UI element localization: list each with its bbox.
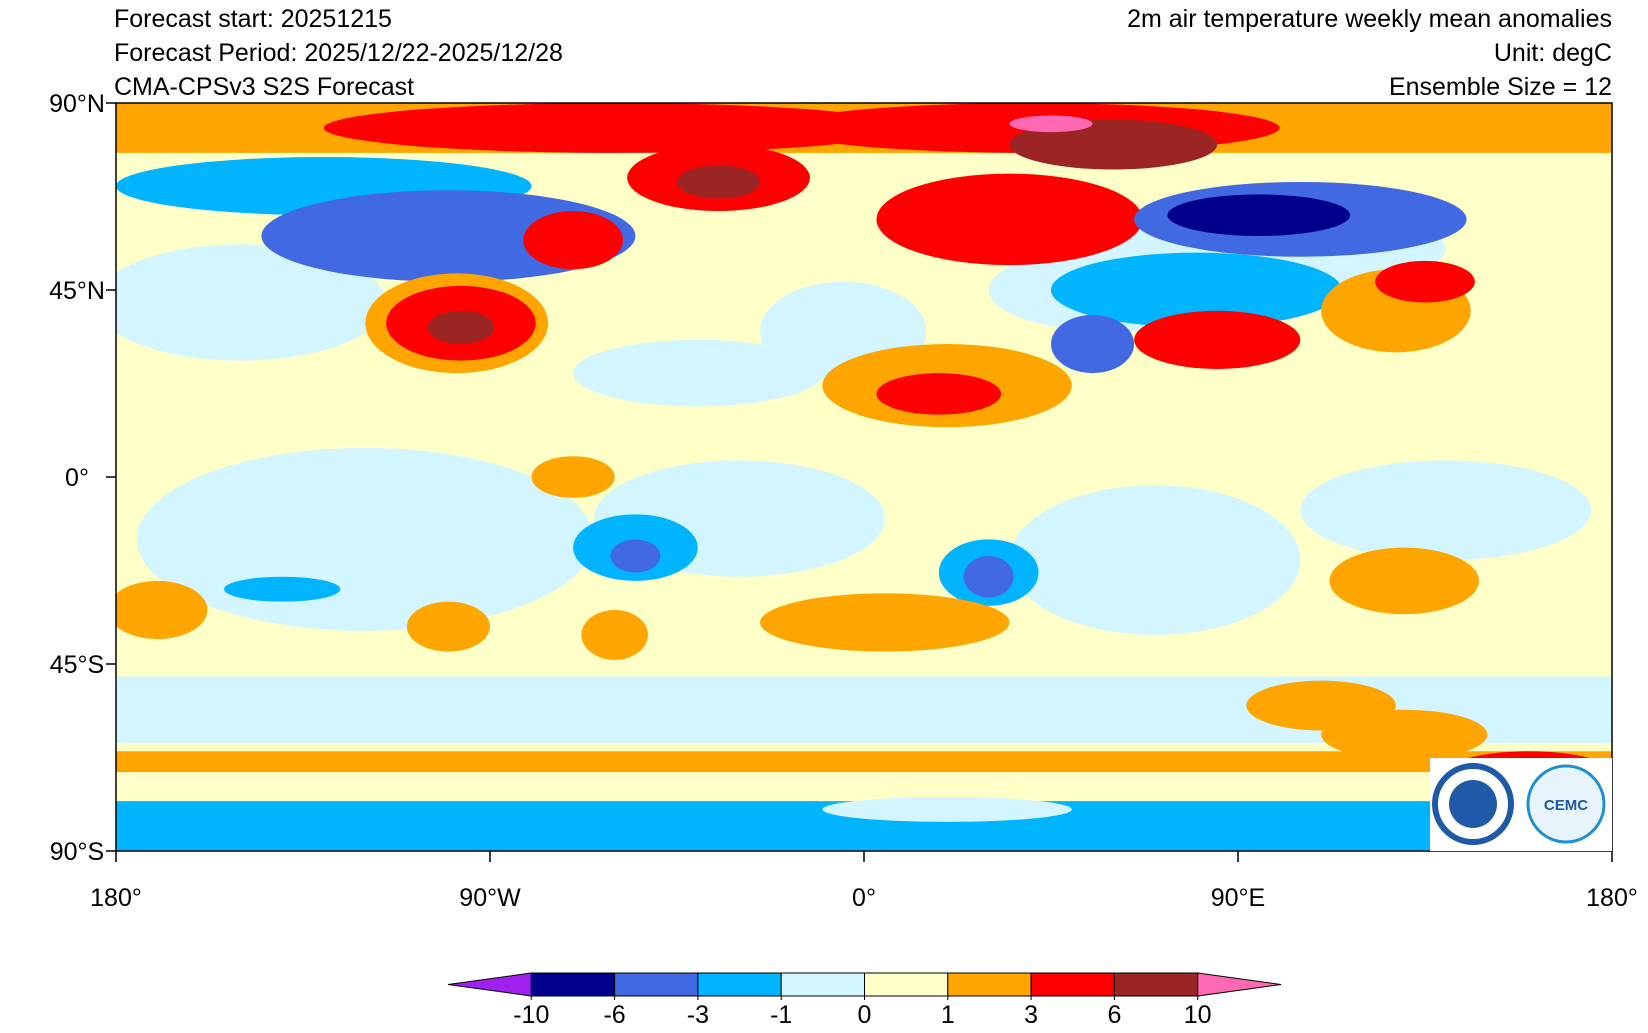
lat-label: 0°	[65, 464, 89, 492]
colorbar-tick-label: -6	[603, 1001, 625, 1029]
colorbar-segment	[864, 972, 949, 997]
colorbar-tick-label: 3	[1024, 1001, 1038, 1029]
colorbar-tick-label: 1	[941, 1001, 955, 1029]
lat-label: 90°N	[49, 90, 105, 118]
field-region	[116, 580, 208, 640]
field-region	[1167, 194, 1351, 236]
map-axes: 90°N 45°N 0° 45°S 90°S 180° 90°W 0° 90°E 180°	[49, 90, 1638, 912]
colorbar-segment	[697, 972, 782, 997]
field-region	[876, 373, 1002, 415]
field-region	[1051, 314, 1135, 374]
colorbar-tick-label: -10	[513, 1001, 549, 1029]
field-region	[573, 339, 823, 407]
header: Forecast start: 20251215 Forecast Period:…	[114, 5, 1612, 101]
field-region	[1246, 680, 1396, 731]
field-region	[531, 456, 615, 498]
logo-text: CEMC	[1544, 797, 1588, 814]
field-region	[822, 796, 1072, 822]
field-region	[523, 211, 623, 270]
header-right-line: 2m air temperature weekly mean anomalies	[1127, 5, 1612, 33]
field-region	[963, 555, 1014, 598]
lon-label: 0°	[852, 884, 876, 912]
field-region	[876, 173, 1143, 266]
colorbar-tick-label: 0	[858, 1001, 872, 1029]
field-region	[760, 593, 1010, 652]
field-region	[581, 609, 648, 660]
logo-circle	[1449, 780, 1497, 828]
field-region	[323, 103, 906, 153]
field-region	[1009, 485, 1301, 635]
lat-label: 45°S	[50, 651, 104, 679]
field-region	[116, 751, 1612, 773]
map-field	[116, 103, 1612, 851]
colorbar-segment	[614, 972, 699, 997]
field-region	[1009, 115, 1093, 133]
colorbar-segment	[780, 972, 866, 997]
colorbar-segment	[947, 972, 1032, 997]
colorbar-end	[1197, 972, 1282, 997]
field-region	[1375, 260, 1475, 303]
lon-label: 90°W	[459, 884, 521, 912]
colorbar-end	[447, 972, 532, 997]
header-right-line: Ensemble Size = 12	[1389, 73, 1612, 101]
header-left-line: Forecast Period: 2025/12/22-2025/12/28	[114, 39, 563, 67]
lon-label: 180°	[1586, 884, 1638, 912]
header-right-line: Unit: degC	[1494, 39, 1612, 67]
logo-circle	[1526, 764, 1606, 844]
field-region	[427, 310, 495, 345]
colorbar-tick-label: 10	[1184, 1001, 1212, 1029]
lat-label: 90°S	[50, 838, 104, 866]
colorbar-tick-label: -3	[687, 1001, 709, 1029]
header-left-line: CMA-CPSv3 S2S Forecast	[114, 73, 414, 101]
field-region	[406, 601, 490, 652]
lon-label: 180°	[90, 884, 142, 912]
lat-label: 45°N	[49, 277, 105, 305]
colorbar-segment	[530, 972, 616, 997]
field-region	[1009, 119, 1218, 170]
logo: CEMC	[1430, 758, 1612, 851]
colorbar-tick-label: 6	[1107, 1001, 1121, 1029]
header-left-line: Forecast start: 20251215	[114, 5, 392, 33]
lon-label: 90°E	[1211, 884, 1265, 912]
field-region	[1134, 310, 1301, 369]
field-region	[224, 576, 341, 602]
colorbar-segment	[1113, 972, 1199, 997]
field-region	[1300, 460, 1592, 561]
colorbar: -10 -6 -3 -1 0 1 3 6 10	[447, 972, 1282, 1029]
colorbar-tick-label: -1	[770, 1001, 792, 1029]
field-region	[677, 165, 761, 199]
field-region	[1329, 547, 1480, 615]
field-region	[116, 244, 387, 361]
field-region	[1051, 252, 1342, 328]
field-region	[610, 539, 661, 573]
colorbar-segment	[1030, 972, 1115, 997]
